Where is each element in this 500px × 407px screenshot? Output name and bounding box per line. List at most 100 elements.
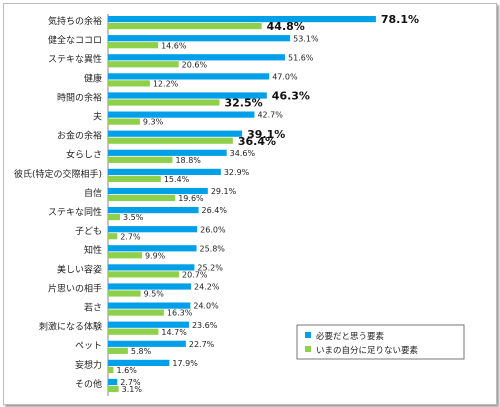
bar-series-1 [108,73,270,80]
legend-swatch-series-1 [305,332,311,338]
bar-series-1 [108,92,267,99]
category-label: 自信 [84,187,102,199]
data-label-series-2: 14.7% [161,328,187,337]
bar-series-2 [108,99,220,106]
data-label-series-2: 9.3% [143,118,164,127]
bar-series-1 [108,149,227,156]
legend-label-series-2: いまの自分に足りない要素 [316,345,419,356]
bar-series-2 [108,309,164,316]
category-label: ステキな異性 [48,53,102,65]
data-label-series-2: 14.6% [161,41,187,50]
bar-series-2 [108,385,119,393]
data-label-series-2: 9.9% [145,251,166,260]
bar-series-1 [108,130,243,137]
data-label-series-2: 36.4% [238,135,276,148]
legend-box [296,324,465,360]
data-label-series-2: 32.5% [224,97,262,110]
data-label-series-2: 1.6% [116,366,137,375]
bar-series-1 [108,359,170,366]
bar-series-1 [108,283,192,290]
bar-series-1 [108,378,118,386]
data-label-series-1: 39.1% [247,128,285,141]
data-label-series-1: 47.0% [272,73,298,82]
category-label: その他 [75,378,102,390]
data-label-series-2: 12.2% [153,80,179,89]
category-label: 片思いの相手 [48,282,102,294]
bar-series-2 [108,61,179,68]
data-label-series-1: 25.2% [197,264,223,273]
category-label: 美しい容姿 [57,263,102,275]
data-label-series-1: 78.1% [381,13,419,26]
bar-series-1 [108,35,291,42]
data-label-series-2: 44.8% [267,20,305,33]
category-label: ペット [75,342,102,352]
data-label-series-1: 25.8% [199,244,225,253]
legend: 必要だと思う要素 いまの自分に足りない要素 [296,324,465,360]
data-label-series-1: 34.6% [230,149,256,158]
category-label: 妄想力 [75,359,102,371]
bar-series-1 [108,207,199,214]
data-label-series-1: 17.9% [172,359,198,368]
data-label-series-2: 18.8% [175,156,201,165]
legend-label-series-1: 必要だと思う要素 [316,331,385,342]
bar-series-1 [108,168,221,175]
data-label-series-2: 16.3% [167,309,193,318]
bar-series-2 [108,118,140,125]
bar-series-1 [108,245,197,252]
category-label: 夫 [93,111,102,123]
data-label-series-1: 32.9% [224,168,250,177]
category-label: ステキな同性 [48,206,102,218]
data-label-series-2: 3.1% [122,385,143,394]
category-label: 女らしさ [66,149,102,161]
bar-series-2 [108,233,118,240]
category-label: 時間の余裕 [57,91,102,103]
data-label-series-1: 29.1% [211,187,237,196]
category-label: 子ども [75,226,102,237]
category-label: 知性 [84,244,102,256]
data-label-series-2: 3.5% [123,213,144,222]
data-label-series-1: 53.1% [293,34,319,43]
data-label-series-2: 9.5% [144,290,165,299]
data-label-series-1: 42.7% [257,111,283,120]
legend-swatch-series-2 [305,346,311,352]
bar-series-1 [108,321,189,328]
bar-series-1 [108,340,186,347]
bar-series-2 [108,252,142,259]
bar-series-2 [108,175,161,182]
category-label: 若さ [84,302,102,314]
bar-series-2 [108,328,159,335]
data-label-series-2: 20.6% [182,60,208,69]
data-label-series-2: 2.7% [120,232,141,241]
category-label: 健康 [84,72,102,84]
data-label-series-2: 19.6% [178,194,204,203]
data-label-series-1: 24.2% [194,283,220,292]
bar-series-2 [108,290,141,297]
bar-series-1 [108,16,376,23]
bar-series-2 [108,137,233,144]
bar-series-1 [108,226,198,233]
data-label-series-1: 46.3% [272,90,310,103]
bar-series-2 [108,271,180,278]
data-label-series-1: 26.4% [202,206,228,215]
bar-series-1 [108,187,208,195]
data-label-series-2: 20.7% [182,271,208,280]
data-label-series-1: 24.0% [193,302,219,311]
category-label: 気持ちの余裕 [48,15,102,27]
category-label: 刺激になる体験 [39,321,102,333]
bar-series-2 [108,156,173,163]
data-label-series-1: 23.6% [192,321,218,330]
data-label-series-1: 2.7% [120,378,141,387]
data-label-series-2: 15.4% [164,175,190,184]
bar-series-1 [108,54,285,61]
data-label-series-1: 26.0% [200,225,226,234]
bar-series-2 [108,80,150,87]
data-label-series-1: 22.7% [189,340,215,349]
bar-series-2 [108,23,262,30]
bar-series-1 [108,302,191,309]
bar-series-2 [108,347,128,354]
bar-series-2 [108,42,159,49]
bar-series-1 [108,111,255,118]
bar-series-2 [108,194,176,202]
bar-series-1 [108,264,195,271]
